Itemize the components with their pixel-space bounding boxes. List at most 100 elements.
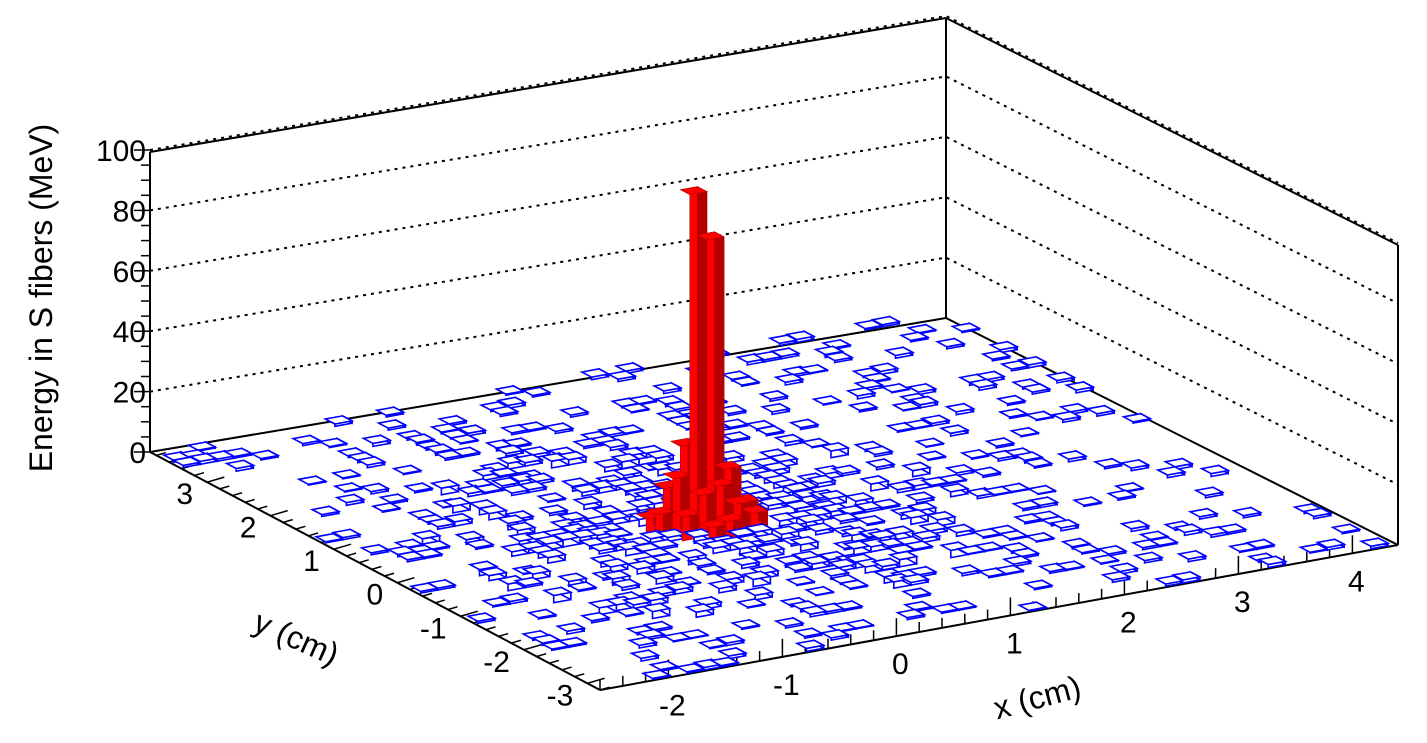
bar-top-face [803, 522, 836, 533]
bar-top-face [838, 579, 870, 590]
energy-bar [679, 186, 708, 534]
bar-top-face [186, 441, 218, 452]
energy-bar [760, 402, 792, 416]
energy-bar [803, 521, 836, 536]
z-grid-line [149, 135, 1399, 365]
bar-top-face [1022, 579, 1054, 590]
y-tick [384, 572, 395, 577]
bar-top-face [950, 322, 982, 333]
energy-bar [754, 424, 786, 437]
bar-top-face [729, 619, 762, 629]
bar-top-face [847, 401, 879, 412]
bar-top-face [845, 386, 878, 397]
bar-top-face [322, 415, 355, 425]
energy-bar [1113, 481, 1146, 493]
bar-top-face [1172, 523, 1205, 534]
energy-bar [644, 569, 676, 586]
bar-top-face [425, 579, 458, 589]
bar-top-face [463, 538, 496, 549]
bar-top-face [1054, 560, 1087, 571]
energy-bar [743, 585, 775, 601]
bar-top-face [1119, 459, 1151, 469]
bar-top-face [906, 323, 938, 334]
bar-top-face [740, 505, 769, 514]
bar-top-face [625, 560, 657, 571]
bar-top-face [420, 540, 452, 550]
bar-top-face [558, 406, 591, 416]
energy-bar [758, 389, 790, 403]
bar-top-face [883, 525, 916, 536]
bar-top-face [494, 444, 526, 455]
energy-bar [995, 394, 1028, 407]
energy-bar [619, 402, 651, 414]
bar-top-face [959, 449, 992, 459]
bar-top-face [609, 453, 642, 463]
energy-bar [819, 441, 851, 459]
bar-top-face [967, 378, 999, 389]
energy-bar [973, 540, 1005, 553]
energy-bar [803, 585, 836, 597]
bar-top-face [769, 347, 802, 358]
energy-bar [959, 448, 992, 461]
energy-bar [543, 421, 575, 435]
energy-bar [938, 482, 971, 498]
bar-top-face [412, 548, 444, 558]
energy-bar [1092, 457, 1125, 470]
energy-bar [1024, 410, 1056, 422]
energy-bar [1020, 382, 1052, 396]
bar-top-face [480, 596, 513, 607]
energy-bar [740, 504, 769, 529]
z-grid-line [149, 75, 1399, 305]
x-tick-label: -2 [659, 690, 686, 723]
bar-top-face [516, 421, 549, 432]
bar-top-face [936, 473, 969, 484]
z-tick-label: 80 [113, 195, 146, 228]
bar-top-face [627, 394, 659, 405]
bar-top-face [440, 497, 473, 507]
energy-bar [332, 481, 365, 494]
energy-bar [465, 611, 498, 625]
bar-top-face [828, 512, 861, 523]
energy-bar [691, 595, 724, 611]
energy-bar [999, 482, 1031, 494]
energy-bar [1026, 484, 1058, 496]
bar-top-face [671, 508, 701, 518]
bar-top-face [1024, 532, 1056, 542]
bar-top-face [891, 401, 923, 412]
y-tick-label: 1 [303, 545, 320, 578]
bar-top-face [429, 479, 461, 490]
energy-bar [984, 436, 1016, 449]
energy-bar [1064, 380, 1096, 394]
bar-top-face [477, 504, 509, 515]
bar-top-face [855, 515, 887, 525]
bar-top-face [908, 395, 940, 406]
bar-top-face [402, 482, 435, 493]
bar-top-face [374, 406, 406, 417]
energy-bar [997, 529, 1030, 542]
y-tick [244, 498, 255, 504]
bar-top-face [754, 542, 786, 553]
bar-top-face [860, 372, 893, 383]
y-axis-title: y (cm) [249, 603, 345, 672]
bar-top-face [450, 446, 482, 457]
bar-top-face [359, 543, 391, 554]
bar-top-face [1016, 356, 1049, 366]
bar-top-face [678, 629, 711, 639]
bar-top-face [1056, 450, 1088, 461]
bar-top-face [425, 517, 458, 528]
energy-bar [1119, 519, 1151, 533]
energy-bar [784, 329, 817, 344]
energy-bar [919, 414, 952, 427]
bar-top-face [1301, 507, 1334, 518]
energy-bar [290, 434, 323, 447]
energy-bar [811, 394, 843, 407]
energy-bar [794, 638, 827, 653]
energy-bar [1358, 536, 1391, 550]
bar-top-face [330, 469, 363, 479]
bar-top-face [566, 581, 598, 592]
bar-top-face [723, 496, 752, 505]
bar-top-face [887, 550, 919, 561]
y-tick [396, 576, 415, 584]
bar-top-face [799, 437, 832, 448]
bar-top-face [520, 565, 553, 575]
